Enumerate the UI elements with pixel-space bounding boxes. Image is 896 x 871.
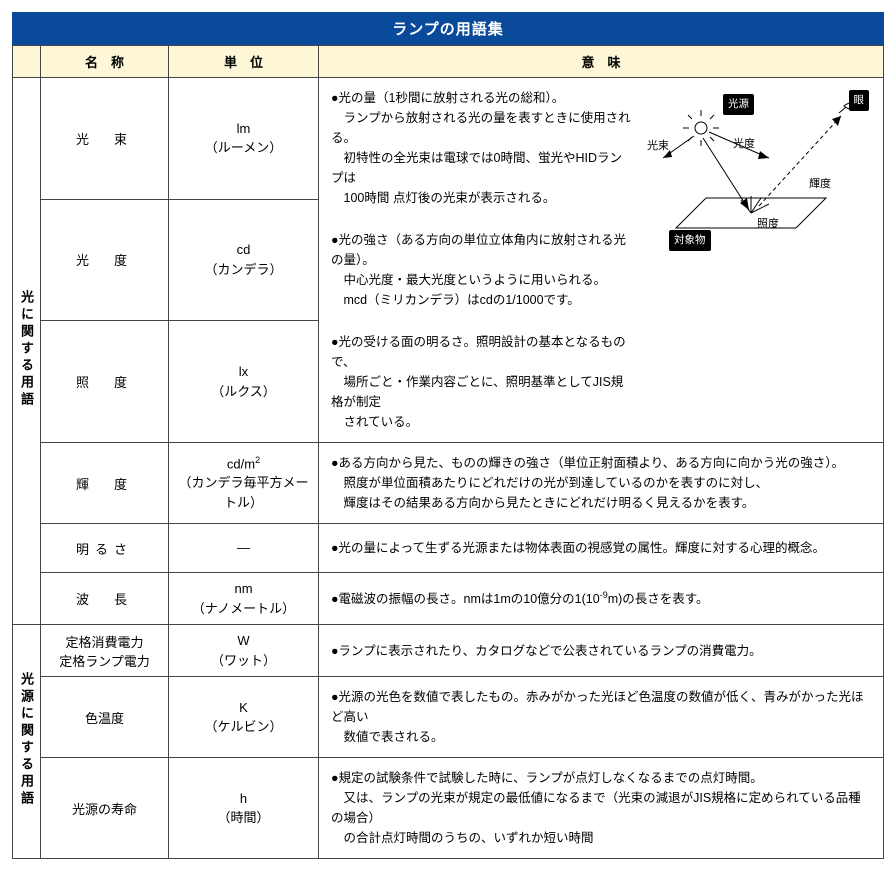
diagram-label-luminance: 輝度 (809, 176, 831, 194)
term-unit: lx （ルクス） (169, 321, 319, 443)
table-row: 光に関する用語 光 束 lm （ルーメン） ●光の量（1秒間に放射される光の総和… (13, 78, 884, 200)
term-name: 波 長 (41, 573, 169, 625)
term-name: 光 度 (41, 199, 169, 321)
diagram-label-flux: 光束 (647, 138, 669, 156)
diagram-label-illuminance: 照度 (757, 216, 779, 234)
light-diagram: 光源 眼 光束 光度 輝度 照度 対象物 (641, 88, 871, 258)
header-meaning: 意 味 (319, 46, 884, 78)
term-unit: K （ケルビン） (169, 677, 319, 758)
page-title: ランプの用語集 (12, 12, 884, 45)
term-meaning: ●ある方向から見た、ものの輝きの強さ（単位正射面積より、ある方向に向かう光の強さ… (319, 443, 884, 524)
diagram-label-target: 対象物 (669, 230, 711, 251)
table-row: 光源に関する用語 定格消費電力 定格ランプ電力 W （ワット） ●ランプに表示さ… (13, 625, 884, 677)
term-meaning: ●ランプに表示されたり、カタログなどで公表されているランプの消費電力。 (319, 625, 884, 677)
term-name: 色温度 (41, 677, 169, 758)
header-unit: 単 位 (169, 46, 319, 78)
term-name: 光 束 (41, 78, 169, 200)
header-group (13, 46, 41, 78)
diagram-label-source: 光源 (723, 94, 754, 115)
glossary-table: 名 称 単 位 意 味 光に関する用語 光 束 lm （ルーメン） ●光の量（1… (12, 45, 884, 859)
term-name: 定格消費電力 定格ランプ電力 (41, 625, 169, 677)
table-row: 光源の寿命 h （時間） ●規定の試験条件で試験した時に、ランプが点灯しなくなる… (13, 758, 884, 859)
term-unit: lm （ルーメン） (169, 78, 319, 200)
header-name: 名 称 (41, 46, 169, 78)
term-name: 明るさ (41, 524, 169, 573)
term-meaning: ●光の量（1秒間に放射される光の総和）。 ランプから放射される光の量を表すときに… (319, 78, 884, 443)
term-meaning: ●規定の試験条件で試験した時に、ランプが点灯しなくなるまでの点灯時間。 又は、ラ… (319, 758, 884, 859)
term-unit: cd （カンデラ） (169, 199, 319, 321)
term-meaning: ●光源の光色を数値で表したもの。赤みがかった光ほど色温度の数値が低く、青みがかっ… (319, 677, 884, 758)
table-row: 色温度 K （ケルビン） ●光源の光色を数値で表したもの。赤みがかった光ほど色温… (13, 677, 884, 758)
term-unit: nm （ナノメートル） (169, 573, 319, 625)
term-unit: h （時間） (169, 758, 319, 859)
diagram-label-eye: 眼 (849, 90, 870, 111)
term-name: 光源の寿命 (41, 758, 169, 859)
term-unit: W （ワット） (169, 625, 319, 677)
term-name: 照 度 (41, 321, 169, 443)
table-row: 輝 度 cd/m2 （カンデラ毎平方メートル） ●ある方向から見た、ものの輝きの… (13, 443, 884, 524)
diagram-label-intensity: 光度 (733, 136, 755, 154)
table-row: 明るさ ― ●光の量によって生ずる光源または物体表面の視感覚の属性。輝度に対する… (13, 524, 884, 573)
group-light-terms: 光に関する用語 (13, 78, 41, 625)
table-row: 波 長 nm （ナノメートル） ●電磁波の振幅の長さ。nmは1mの10億分の1(… (13, 573, 884, 625)
term-unit: cd/m2 （カンデラ毎平方メートル） (169, 443, 319, 524)
group-source-terms: 光源に関する用語 (13, 625, 41, 859)
table-header-row: 名 称 単 位 意 味 (13, 46, 884, 78)
term-meaning: ●電磁波の振幅の長さ。nmは1mの10億分の1(10-9m)の長さを表す。 (319, 573, 884, 625)
term-name: 輝 度 (41, 443, 169, 524)
term-unit: ― (169, 524, 319, 573)
term-meaning: ●光の量によって生ずる光源または物体表面の視感覚の属性。輝度に対する心理的概念。 (319, 524, 884, 573)
